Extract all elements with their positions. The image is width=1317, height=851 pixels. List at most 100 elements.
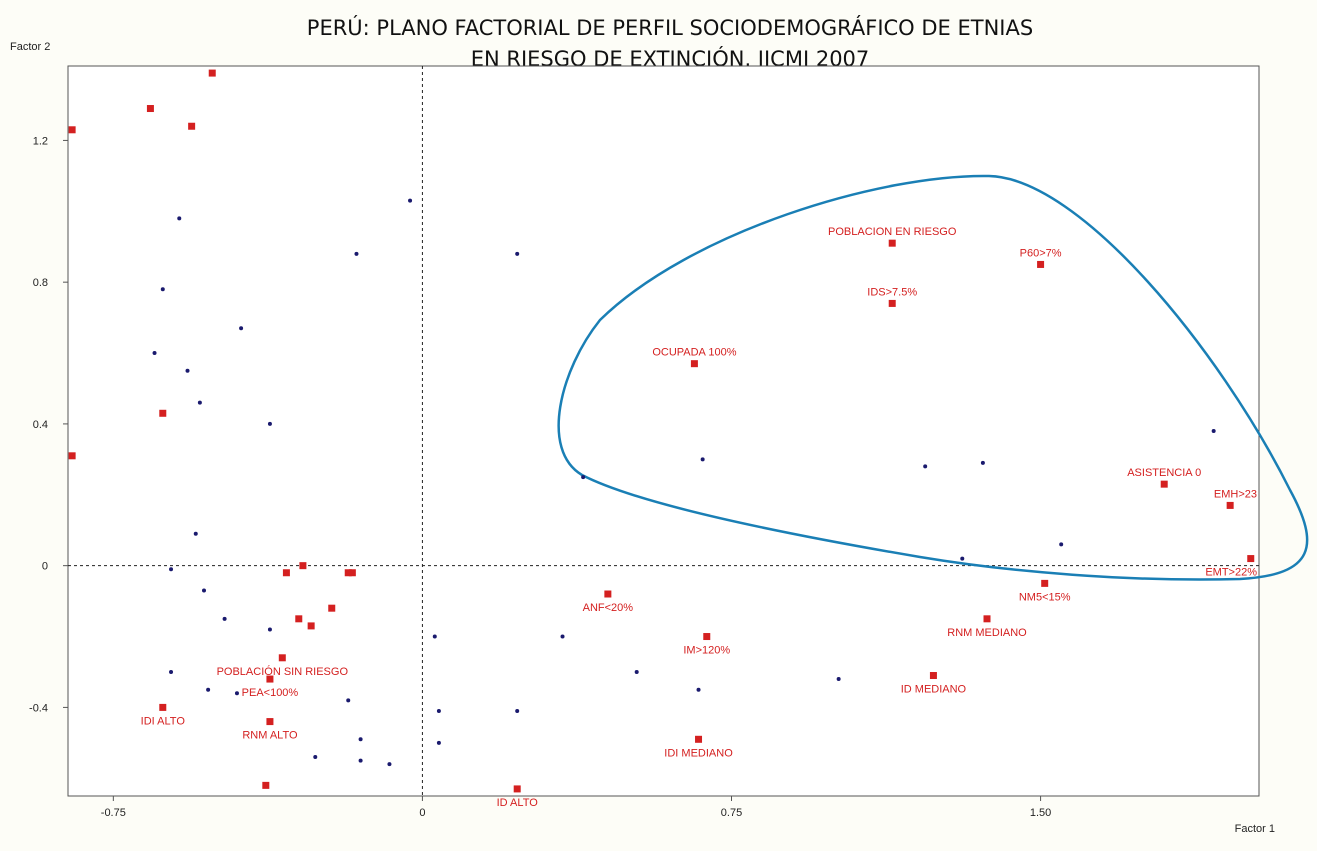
y-tick-label: 0.8 [33,277,48,289]
category-label: POBLACIÓN SIN RIESGO [217,665,349,678]
individual-point [234,691,239,696]
individual-point [1059,542,1064,547]
individual-point [634,669,639,674]
category-point [299,562,307,570]
category-point [1160,480,1168,488]
category-point [146,105,154,113]
individual-point [515,708,520,713]
individual-point [169,669,174,674]
category-point [159,409,167,417]
individual-point [197,400,202,405]
individual-point [206,687,211,692]
category-point [266,675,274,683]
individual-point [267,421,272,426]
reference-lines [68,66,1259,796]
category-point [307,622,315,630]
individual-point [700,457,705,462]
category-label: IM>120% [683,645,730,657]
category-point [1041,579,1049,587]
individual-point [387,762,392,767]
individual-point [358,737,363,742]
category-label: P60>7% [1020,247,1062,259]
individual-point [222,616,227,621]
category-label: NM5<15% [1019,591,1071,603]
individual-point [169,567,174,572]
category-point [348,569,356,577]
individual-point [515,251,520,256]
data-labels: POBLACION EN RIESGO P60>7% IDS>7.5% OCUPADA… [141,226,1258,809]
individual-point [267,627,272,632]
individual-point [408,198,413,203]
individual-point [980,460,985,465]
individual-point [436,708,441,713]
x-tick-label: 0.75 [721,807,742,819]
individual-point [436,740,441,745]
data-points [68,69,1255,793]
category-label: IDI MEDIANO [664,747,733,759]
category-point [690,360,698,368]
category-label: ASISTENCIA 0 [1127,467,1201,479]
category-point [159,703,167,711]
y-tick-label: 1.2 [33,135,48,147]
individual-point [177,216,182,221]
individual-point [358,758,363,763]
individual-point [185,368,190,373]
x-tick-label: 0 [419,807,425,819]
category-label: RNM ALTO [242,730,298,742]
category-point [262,781,270,789]
highlight-enclosure [557,174,1309,581]
individual-point [432,634,437,639]
individual-point [1211,429,1216,433]
chart-title-line-1: PERÚ: PLANO FACTORIAL DE PERFIL SOCIODEM… [307,15,1033,40]
category-point [695,735,703,743]
individual-point [696,687,701,692]
category-label: EMH>23 [1214,488,1257,500]
y-tick-label: 0.4 [33,419,48,431]
category-point [68,452,76,460]
category-point [513,785,521,793]
category-point [1247,555,1255,563]
individual-point [346,698,351,703]
category-point [604,590,612,598]
category-point [282,569,290,577]
category-point [983,615,991,623]
category-point [888,239,896,247]
plot-area [67,65,1260,797]
category-point [344,569,352,577]
individual-point [354,251,359,256]
category-point [703,633,711,641]
y-tick-label: -0.4 [29,702,48,714]
category-label: POBLACION EN RIESGO [828,226,957,238]
category-label: ANF<20% [583,602,634,614]
y-axis-label: Factor 2 [10,41,50,53]
individual-point [836,677,841,682]
category-point [929,672,937,680]
y-tick-label: 0 [42,561,48,573]
axis-ticks: -0.75 0 0.75 1.50 -0.4 0 0.4 0.8 1.2 [29,135,1051,819]
category-point [266,718,274,726]
category-label: PEA<100% [242,687,299,699]
category-point [1037,260,1045,268]
category-label: IDI ALTO [141,715,186,727]
individual-point [160,287,165,292]
individual-point [193,531,198,536]
category-label: RNM MEDIANO [947,627,1027,639]
category-point [208,69,216,77]
category-point [278,654,286,662]
category-point [68,126,76,134]
x-axis-label: Factor 1 [1235,823,1275,835]
x-tick-label: -0.75 [101,807,126,819]
category-point [888,299,896,307]
category-point [295,615,303,623]
category-point [188,122,196,130]
individual-point [581,475,586,480]
category-point [328,604,336,612]
category-label: ID MEDIANO [901,684,967,696]
individual-point [313,755,318,760]
category-label: EMT>22% [1205,567,1257,579]
individual-point [560,634,565,639]
individual-point [923,464,928,469]
x-tick-label: 1.50 [1030,807,1051,819]
